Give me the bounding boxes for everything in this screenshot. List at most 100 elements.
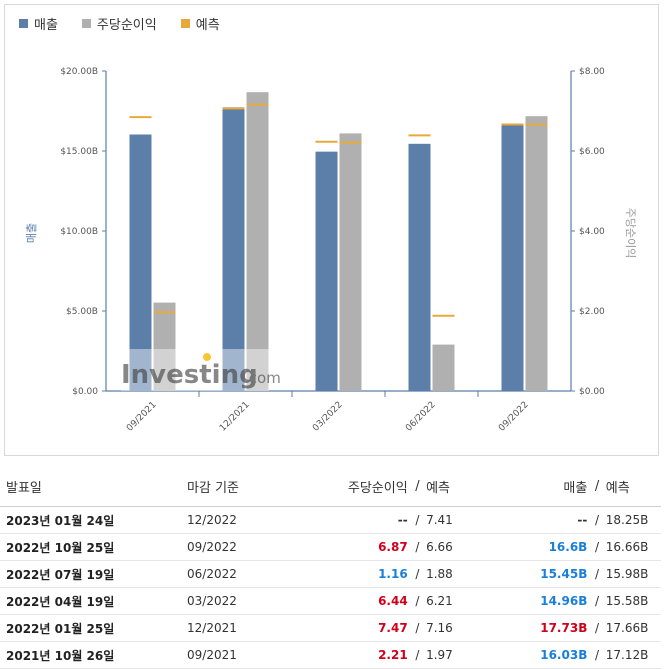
left-tick-label: $5.00B: [66, 307, 98, 317]
date: 2023년 01월 24일: [0, 506, 160, 534]
left-axis-title: 매출: [25, 223, 38, 243]
header-period[interactable]: 마감 기준: [159, 466, 323, 507]
revenue-forecast: 18.25B: [604, 506, 661, 534]
eps-value: 7.47: [322, 614, 410, 642]
left-tick-label: $15.00B: [60, 147, 98, 157]
legend-revenue-label: 매출: [34, 18, 58, 33]
revenue-bar: [129, 134, 152, 391]
table-row: 2022년 07월 19일 06/2022 1.16/1.88 15.45B/15.9…: [0, 560, 661, 588]
right-tick-label: $4.00: [579, 227, 605, 237]
right-tick-label: $0.00: [579, 387, 605, 397]
left-tick-label: $10.00B: [60, 227, 98, 237]
x-tick-label: 03/2022: [311, 400, 345, 434]
right-tick-label: $6.00: [579, 147, 605, 157]
revenue-value: 15.45B: [480, 560, 590, 588]
eps-sep: /: [409, 614, 426, 642]
revenue-forecast: 15.98B: [604, 560, 661, 588]
revenue-sep: /: [589, 533, 605, 561]
table-body: 2023년 01월 24일 12/2022 --/7.41 --/18.25B 2022…: [0, 506, 661, 669]
revenue-sep: /: [589, 614, 605, 642]
eps-bar: [339, 133, 362, 391]
eps-sep: /: [409, 587, 426, 615]
left-tick-label: $0.00: [72, 387, 98, 397]
legend-revenue[interactable]: 매출: [19, 14, 58, 33]
legend-forecast-label: 예측: [195, 18, 220, 33]
period: 12/2022: [159, 506, 323, 534]
revenue-bar: [408, 143, 431, 391]
header-revenue-forecast[interactable]: 예측: [604, 466, 661, 507]
watermark-backdrop: [121, 349, 269, 391]
right-axis-title: 주당순이익: [624, 208, 637, 259]
left-tick-label: $20.00B: [60, 67, 98, 77]
header-eps-forecast[interactable]: 예측: [425, 466, 481, 507]
eps-forecast: 1.88: [425, 560, 481, 588]
table-header-row: 발표일 마감 기준 주당순이익 / 예측 매출 / 예측: [0, 466, 661, 507]
chart-forecasts: [129, 103, 548, 317]
date: 2022년 10월 25일: [0, 533, 160, 561]
eps-value: 6.87: [322, 533, 410, 561]
header-eps-sep: /: [409, 466, 426, 507]
period: 12/2021: [159, 614, 323, 642]
revenue-value: --: [480, 506, 590, 534]
eps-value: 6.44: [322, 587, 410, 615]
legend-eps-label: 주당순이익: [96, 18, 157, 33]
revenue-bar: [315, 151, 338, 391]
eps-sep: /: [409, 560, 426, 588]
eps-swatch-icon: [81, 19, 91, 28]
date: 2022년 07월 19일: [0, 560, 160, 588]
right-tick-label: $8.00: [579, 67, 605, 77]
right-tick-label: $2.00: [579, 307, 605, 317]
eps-bar: [246, 92, 269, 391]
chart-plot: $0.00 $5.00B $10.00B $15.00B $20.00B $0.00 $2.…: [25, 67, 637, 434]
revenue-sep: /: [589, 560, 605, 588]
period: 06/2022: [159, 560, 323, 588]
legend-forecast[interactable]: 예측: [180, 14, 220, 33]
header-revenue[interactable]: 매출: [480, 466, 590, 507]
eps-sep: /: [409, 533, 426, 561]
revenue-value: 17.73B: [480, 614, 590, 642]
revenue-value: 14.96B: [480, 587, 590, 615]
x-tick-label: 06/2022: [404, 400, 438, 434]
eps-bar: [153, 302, 176, 391]
investing-watermark: Investing .com: [121, 349, 281, 391]
eps-bar: [525, 116, 548, 391]
x-tick-label: 12/2021: [218, 400, 252, 434]
earnings-table: 발표일 마감 기준 주당순이익 / 예측 매출 / 예측 2023년 01월 2…: [0, 466, 661, 669]
chart-bars: [129, 92, 548, 392]
watermark-text-main: Investing: [121, 360, 258, 390]
period: 09/2022: [159, 533, 323, 561]
eps-forecast: 7.16: [425, 614, 481, 642]
period: 03/2022: [159, 587, 323, 615]
eps-value: --: [322, 506, 410, 534]
date: 2022년 01월 25일: [0, 614, 160, 642]
revenue-sep: /: [589, 506, 605, 534]
table-row: 2022년 10월 25일 09/2022 6.87/6.66 16.6B/16.66…: [0, 533, 661, 561]
chart-legend: 매출 주당순이익 예측: [19, 14, 220, 33]
legend-eps[interactable]: 주당순이익: [81, 14, 157, 33]
revenue-forecast: 15.58B: [604, 587, 661, 615]
revenue-sep: /: [589, 587, 605, 615]
revenue-bar: [222, 107, 245, 391]
earnings-table-wrap: 발표일 마감 기준 주당순이익 / 예측 매출 / 예측 2023년 01월 2…: [0, 466, 665, 669]
revenue-value: 16.6B: [480, 533, 590, 561]
x-tick-label: 09/2021: [125, 400, 159, 434]
watermark-text-suffix: .com: [244, 369, 281, 387]
revenue-bar: [501, 125, 524, 392]
eps-sep: /: [409, 506, 426, 534]
eps-forecast: 7.41: [425, 506, 481, 534]
revenue-forecast: 16.66B: [604, 533, 661, 561]
date: 2022년 04월 19일: [0, 587, 160, 615]
header-eps[interactable]: 주당순이익: [322, 466, 410, 507]
eps-bar: [432, 344, 455, 391]
header-date[interactable]: 발표일: [0, 466, 160, 507]
earnings-chart: 매출 주당순이익 예측 $0.00 $5.00B $10.00B $15.00B $20…: [4, 4, 659, 456]
revenue-swatch-icon: [19, 19, 28, 28]
revenue-forecast: 17.66B: [604, 614, 661, 642]
eps-forecast: 6.66: [425, 533, 481, 561]
header-revenue-sep: /: [589, 466, 605, 507]
eps-forecast: 6.21: [425, 587, 481, 615]
forecast-swatch-icon: [180, 19, 190, 28]
watermark-dot-icon: [203, 353, 211, 361]
x-tick-label: 09/2022: [497, 400, 531, 434]
table-row: 2022년 04월 19일 03/2022 6.44/6.21 14.96B/15.5…: [0, 587, 661, 615]
